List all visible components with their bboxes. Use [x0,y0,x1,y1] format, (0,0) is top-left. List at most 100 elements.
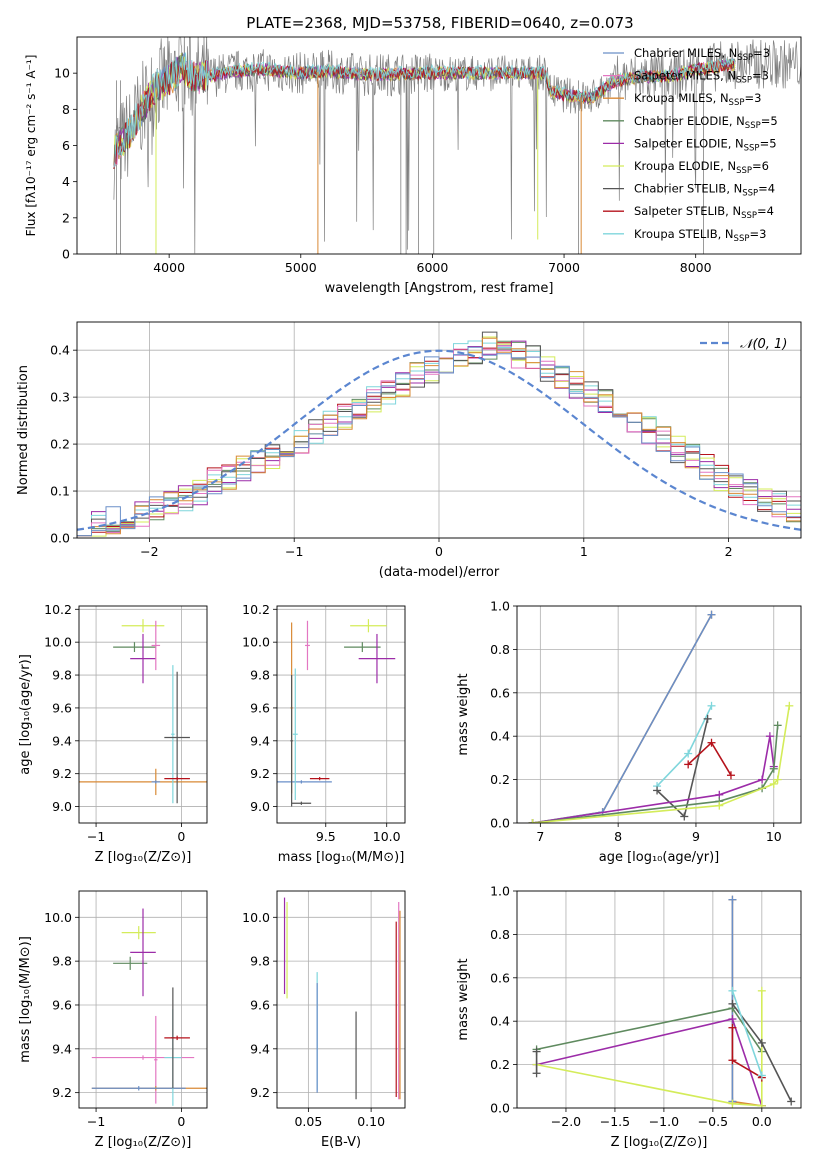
weight-series-line [532,725,779,823]
legend-subscript: SSP [736,76,752,86]
y-tick-label: 9.4 [52,733,72,748]
data-point [151,620,161,671]
legend-subscript: SSP [729,98,745,108]
observed-spectrum [113,37,801,254]
plus-marker [728,1023,737,1032]
x-tick-label: 0.10 [357,1114,385,1129]
axes-frame [76,36,802,255]
x-tick-label: −0.5 [698,1114,728,1129]
y-tick-label: 9.6 [250,700,270,715]
data-point [91,1086,186,1091]
y-tick-label: 9.8 [52,954,72,969]
x-axis-label: E(B-V) [321,1135,361,1150]
plus-marker [532,1069,541,1078]
y-axis-label: mass weight [456,673,471,755]
y-tick-label: 0.6 [490,685,510,700]
y-tick-label: 0 [62,247,70,262]
x-axis-label: (data-model)/error [379,565,500,580]
legend-count: =5 [761,114,778,128]
legend-label: Kroupa ELODIE, N [634,159,736,173]
y-axis-label: mass [log₁₀(M/M⊙)] [18,936,33,1063]
legend-subscript: SSP [741,211,757,221]
plus-marker [728,895,737,904]
legend-subscript: SSP [737,53,753,63]
plus-marker [726,771,735,780]
plus-marker [757,1038,766,1047]
plus-marker [765,732,774,741]
legend-count: =4 [757,204,774,218]
y-tick-label: 4 [62,174,70,189]
legend-label: Kroupa STELIB, N [634,227,734,241]
legend-entry: Chabrier MILES, NSSP=3 [634,46,770,63]
x-tick-label: −2.0 [551,1114,581,1129]
x-tick-label: 8000 [680,260,712,275]
x-tick-label: −1.0 [649,1114,679,1129]
age-vs-Z-panel: −1 0 9.0 9.2 9.4 9.6 9.8 10.0 10.2 Z [log₁₀(Z/Z⊙)… [18,602,208,865]
mass-vs-EBV-panel: 0.05 0.10 9.2 9.4 9.6 9.8 10.0 E(B-V) [242,890,406,1150]
weight-series-line [536,990,763,1107]
y-tick-label: 0.2 [490,1057,510,1072]
y-tick-label: 0.3 [50,390,70,405]
plot-area [113,37,801,254]
data-point [292,668,298,800]
y-tick-label: 0.0 [50,531,70,546]
plus-marker [769,764,778,773]
x-tick-label: −1.5 [600,1114,630,1129]
y-tick-label: 6 [62,138,70,153]
legend-entry: Kroupa STELIB, NSSP=3 [634,227,766,244]
x-tick-label: 9 [692,829,700,844]
y-tick-label: 0.8 [490,927,510,942]
x-tick-label: 0.05 [294,1114,322,1129]
data-point [358,633,396,684]
x-tick-label: 7000 [548,260,580,275]
legend-label: Salpeter STELIB, N [634,204,741,218]
plus-marker [757,986,766,995]
y-tick-label: 0.4 [490,1014,510,1029]
data-point [151,780,161,784]
x-axis-label: Z [log₁₀(Z/Z⊙)] [95,1135,192,1150]
legend-subscript: SSP [742,189,758,199]
legend-label: Chabrier STELIB, N [634,182,742,196]
legend-count: =4 [758,182,775,196]
x-tick-label: 0 [177,1114,185,1129]
y-tick-label: 10.0 [44,635,72,650]
x-axis-label: age [log₁₀(age/yr)] [599,850,720,865]
data-point [305,620,310,671]
data-point [121,926,156,940]
y-tick-label: 9.4 [250,1041,270,1056]
plus-marker [684,760,693,769]
y-tick-label: 9.6 [52,997,72,1012]
legend-entry: Kroupa ELODIE, NSSP=6 [634,159,769,176]
x-tick-label: −1 [87,829,105,844]
x-tick-label: 1 [580,544,588,559]
plus-marker [715,801,724,810]
y-tick-label: 8 [62,102,70,117]
x-tick-label: 10 [766,829,782,844]
data-point [154,1015,158,1104]
y-axis-label: mass weight [456,958,471,1040]
plus-marker [680,812,689,821]
y-tick-label: 0.6 [490,970,510,985]
plus-marker [728,999,737,1008]
model-spectrum-line [113,52,736,168]
plus-marker [728,986,737,995]
legend-count: =3 [749,227,766,241]
legend-entry: Salpeter STELIB, NSSP=4 [634,204,774,221]
axes-frame [516,605,802,824]
x-tick-label: −1 [285,544,303,559]
weight-series-line [731,990,763,1076]
plus-marker [773,721,782,730]
data-point [291,801,312,805]
x-axis-label: Z [log₁₀(Z/Z⊙)] [611,1135,708,1150]
legend-label: Salpeter MILES, N [634,69,736,83]
weight-series-line [536,1018,763,1107]
axes-frame [76,321,802,539]
plot-area [79,619,207,804]
y-tick-label: 10.2 [44,602,72,617]
x-tick-label: 0.0 [752,1114,772,1129]
plot-area [283,897,401,1100]
x-tick-label: −1 [87,1114,105,1129]
plot-area [528,610,794,823]
